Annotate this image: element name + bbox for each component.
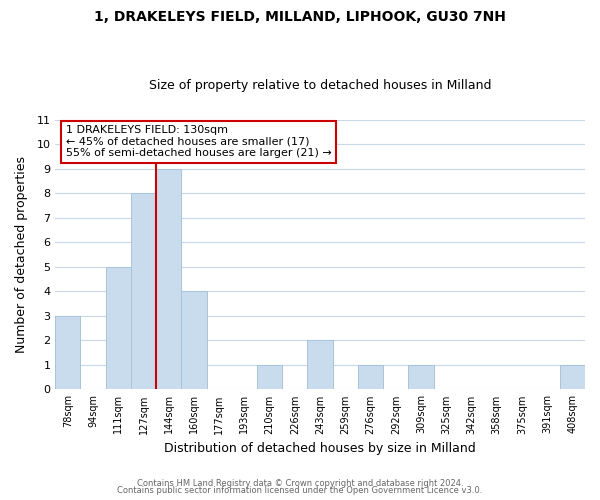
Bar bbox=[409, 365, 434, 390]
Bar bbox=[156, 168, 181, 390]
Bar bbox=[131, 193, 156, 390]
Bar bbox=[106, 267, 131, 390]
Y-axis label: Number of detached properties: Number of detached properties bbox=[15, 156, 28, 353]
Title: Size of property relative to detached houses in Milland: Size of property relative to detached ho… bbox=[149, 79, 491, 92]
Text: Contains public sector information licensed under the Open Government Licence v3: Contains public sector information licen… bbox=[118, 486, 482, 495]
Text: Contains HM Land Registry data © Crown copyright and database right 2024.: Contains HM Land Registry data © Crown c… bbox=[137, 478, 463, 488]
Bar bbox=[560, 365, 585, 390]
Text: 1 DRAKELEYS FIELD: 130sqm
← 45% of detached houses are smaller (17)
55% of semi-: 1 DRAKELEYS FIELD: 130sqm ← 45% of detac… bbox=[66, 125, 332, 158]
Bar bbox=[307, 340, 333, 390]
Bar bbox=[257, 365, 282, 390]
Bar bbox=[181, 292, 206, 390]
Bar bbox=[55, 316, 80, 390]
Text: 1, DRAKELEYS FIELD, MILLAND, LIPHOOK, GU30 7NH: 1, DRAKELEYS FIELD, MILLAND, LIPHOOK, GU… bbox=[94, 10, 506, 24]
X-axis label: Distribution of detached houses by size in Milland: Distribution of detached houses by size … bbox=[164, 442, 476, 455]
Bar bbox=[358, 365, 383, 390]
